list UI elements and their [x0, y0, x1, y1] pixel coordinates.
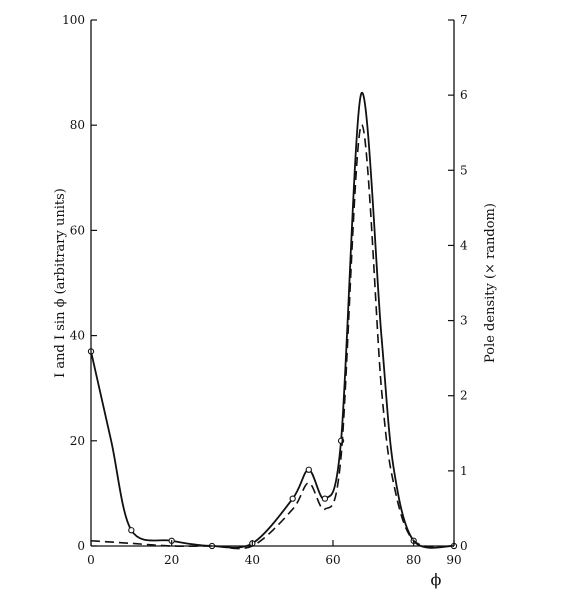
data-point	[128, 527, 135, 534]
x-tick-label: 80	[406, 553, 421, 567]
y-left-tick-label: 20	[70, 434, 85, 448]
y-left-tick-label: 80	[70, 118, 85, 132]
y-left-axis-title: I and I sin ϕ (arbitrary units)	[53, 188, 68, 378]
y-left-tick-label: 100	[62, 13, 85, 27]
x-tick-label: 40	[245, 553, 260, 567]
y-left-tick-label: 40	[70, 329, 85, 343]
y-right-tick-label: 6	[460, 88, 468, 102]
x-axis-title: ϕ	[431, 570, 442, 589]
y-right-tick-label: 4	[460, 238, 468, 252]
axes	[90, 19, 455, 547]
x-tick-label: 20	[164, 553, 179, 567]
x-tick-label: 60	[325, 553, 340, 567]
dashed-series-line	[90, 124, 455, 550]
y-right-tick-label: 0	[460, 539, 468, 553]
y-right-tick-label: 1	[460, 464, 468, 478]
y-right-tick-label: 2	[460, 389, 468, 403]
y-right-tick-label: 7	[460, 13, 468, 27]
data-point	[289, 495, 296, 502]
y-left-tick-label: 60	[70, 223, 85, 237]
solid-series-line	[90, 91, 455, 549]
data-point	[321, 495, 329, 502]
x-tick-label: 0	[87, 553, 95, 567]
plot-area	[87, 91, 458, 550]
labels: 0 20 40 60 80 100 0 1 2 3 4 5 6 7 0 20 40 60 80 90 I and I s…	[53, 13, 498, 589]
y-right-axis-title: Pole density (× random)	[483, 203, 498, 363]
data-point	[305, 466, 312, 473]
y-right-tick-label: 3	[460, 314, 468, 328]
y-left-tick-label: 0	[77, 539, 85, 553]
y-right-tick-label: 5	[460, 163, 468, 177]
x-tick-label: 90	[446, 553, 461, 567]
